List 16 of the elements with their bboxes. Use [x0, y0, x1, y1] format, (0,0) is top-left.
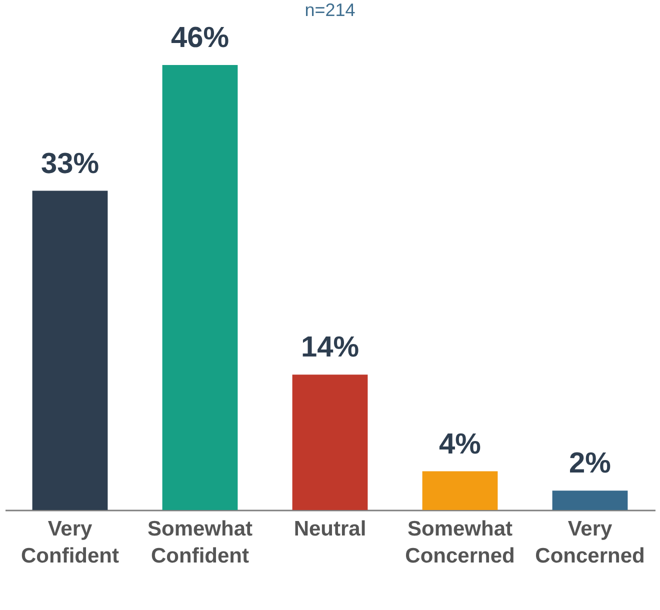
data-label: 2% — [569, 448, 612, 480]
x-tick-label: Neutral — [294, 518, 366, 540]
data-label: 14% — [300, 332, 360, 364]
bar — [422, 471, 498, 510]
bar — [162, 65, 238, 510]
chart-subtitle: n=214 — [304, 0, 356, 20]
data-label: 33% — [40, 148, 100, 180]
data-label: 4% — [439, 428, 482, 460]
x-tick-label: Very Concerned — [535, 518, 645, 568]
bar — [292, 374, 368, 510]
x-tick-label: Somewhat Concerned — [405, 518, 515, 568]
x-tick-label: Somewhat Confident — [147, 518, 253, 568]
bar — [32, 190, 108, 510]
x-tick-label: Very Confident — [21, 518, 119, 568]
data-label: 46% — [170, 22, 230, 54]
bar — [552, 490, 628, 510]
